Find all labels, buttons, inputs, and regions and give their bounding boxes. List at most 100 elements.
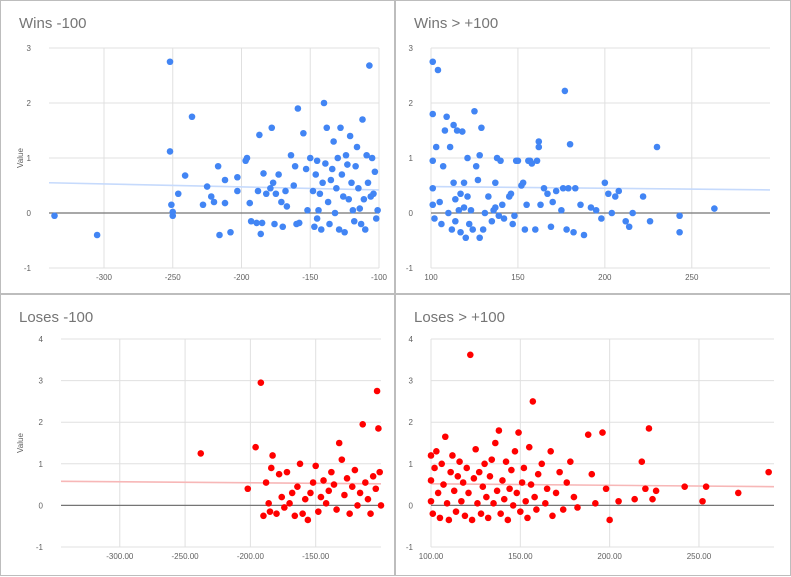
data-point [429, 157, 437, 165]
data-point [319, 179, 326, 187]
data-point [267, 464, 275, 472]
data-point [481, 209, 489, 217]
data-point [538, 460, 546, 468]
x-tick-label: -300.00 [106, 552, 134, 561]
data-point [320, 477, 327, 484]
data-point [188, 113, 196, 121]
data-point [611, 193, 619, 200]
data-point [283, 468, 291, 476]
data-point [363, 151, 370, 159]
data-point [324, 198, 332, 206]
data-point [507, 190, 515, 198]
data-point [485, 193, 492, 200]
data-point [492, 179, 499, 187]
data-point [500, 215, 508, 222]
data-point [244, 485, 252, 493]
data-point [486, 472, 494, 480]
data-point [653, 143, 661, 151]
data-point [556, 468, 563, 476]
data-point [51, 212, 58, 220]
data-point [645, 425, 653, 432]
chart-svg: -300.00 -250.00 -200.00 -150.00 -1 0 1 2 3 4 Value [16, 335, 385, 561]
data-point [431, 464, 438, 472]
data-point [711, 205, 718, 212]
data-point [281, 504, 288, 511]
data-point [377, 502, 385, 509]
data-point [441, 127, 449, 134]
data-point [472, 445, 479, 453]
data-point [558, 206, 565, 214]
data-point [214, 162, 222, 170]
data-point [326, 220, 333, 228]
data-point [450, 121, 457, 129]
data-point [615, 187, 623, 195]
data-point [288, 489, 296, 497]
data-point [488, 456, 496, 463]
x-tick-label: 250.00 [687, 552, 712, 561]
data-point [460, 204, 468, 211]
data-point [483, 493, 490, 501]
y-tick-label: 3 [27, 44, 32, 53]
data-point [436, 514, 444, 522]
data-point [529, 398, 537, 405]
data-point [287, 151, 295, 159]
data-point [474, 176, 482, 184]
x-tick-label: 100 [424, 273, 438, 282]
data-point [355, 184, 362, 192]
data-point [479, 226, 487, 233]
data-point [434, 66, 442, 74]
data-point [260, 512, 267, 520]
data-point [509, 502, 517, 509]
data-point [169, 212, 177, 220]
data-point [565, 184, 572, 192]
data-point [599, 429, 606, 436]
data-point [455, 206, 463, 214]
data-point [337, 124, 344, 132]
data-point [376, 468, 383, 476]
data-point [429, 58, 437, 66]
data-point [429, 184, 437, 192]
data-point [497, 157, 504, 165]
data-point [290, 182, 298, 189]
data-point [181, 172, 189, 179]
x-tick-label: -150 [302, 273, 319, 282]
data-point [356, 205, 364, 212]
data-point [450, 179, 457, 187]
data-point [528, 160, 536, 167]
data-point [592, 500, 599, 507]
data-point [304, 206, 311, 214]
data-point [439, 162, 447, 170]
data-point [478, 124, 485, 132]
data-point [307, 489, 314, 497]
data-point [367, 510, 374, 518]
data-point [375, 425, 382, 432]
data-point [262, 479, 270, 486]
data-point [443, 500, 451, 507]
data-point [588, 470, 596, 478]
data-point [469, 226, 477, 233]
data-point [456, 458, 463, 466]
data-point [243, 154, 251, 162]
data-point [532, 226, 539, 233]
data-point [450, 487, 458, 495]
data-point [631, 495, 638, 503]
data-point [348, 483, 356, 490]
data-point [338, 456, 346, 463]
y-tick-label: 2 [409, 418, 414, 427]
data-point [260, 170, 267, 177]
data-point [210, 198, 218, 206]
data-point [506, 485, 513, 493]
data-point [221, 199, 229, 207]
data-point [429, 201, 437, 209]
x-tick-label: -250 [165, 273, 182, 282]
data-point [322, 500, 330, 507]
data-point [354, 502, 361, 509]
data-point [458, 128, 466, 135]
data-point [552, 187, 560, 195]
data-point [283, 203, 291, 210]
data-point [601, 179, 609, 187]
data-point [508, 466, 515, 474]
data-point [540, 184, 548, 192]
y-tick-label: -1 [406, 264, 414, 273]
data-point [341, 228, 348, 236]
